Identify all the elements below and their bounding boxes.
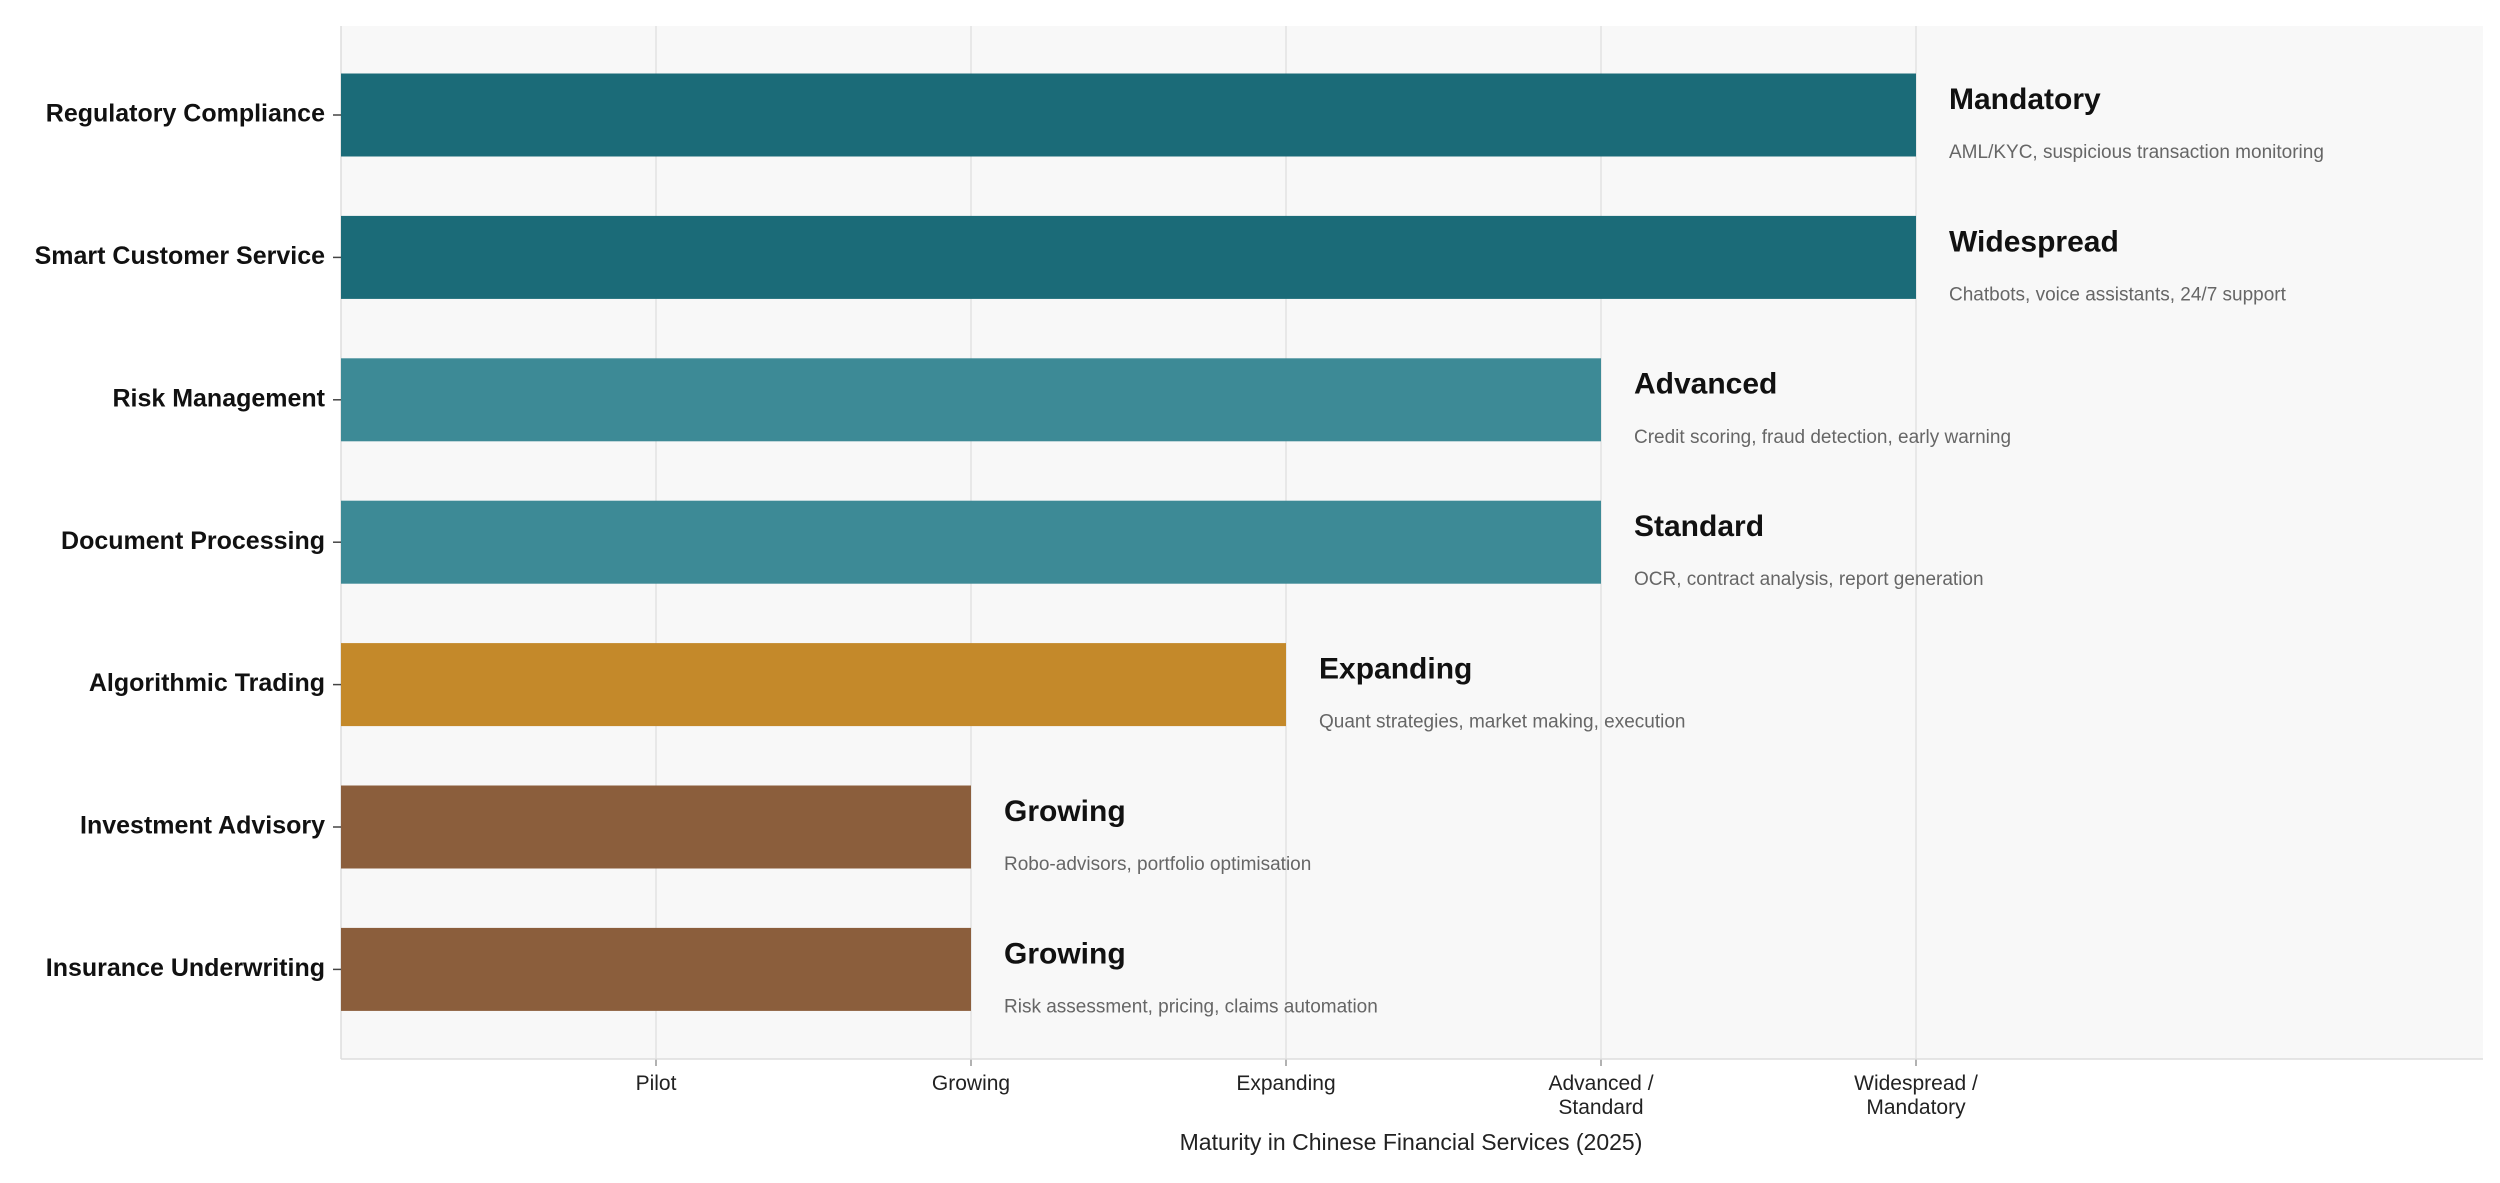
y-tick-label: Investment Advisory	[80, 812, 325, 840]
x-tick-label: Pilot	[635, 1072, 677, 1095]
x-tick-label: Widespread / Mandatory	[1854, 1072, 1978, 1119]
y-tick-label: Document Processing	[61, 527, 325, 555]
value-label: Advanced	[1634, 368, 1777, 401]
bar-description: AML/KYC, suspicious transaction monitori…	[1949, 142, 2324, 163]
x-axis-title: Maturity in Chinese Financial Services (…	[1179, 1129, 1643, 1155]
value-label: Mandatory	[1949, 83, 2101, 116]
x-tick-label: Growing	[931, 1072, 1011, 1095]
value-label: Expanding	[1319, 653, 1472, 686]
bar-description: Chatbots, voice assistants, 24/7 support	[1949, 284, 2287, 305]
bar	[341, 643, 1286, 727]
bar	[341, 500, 1601, 584]
bar	[341, 358, 1601, 442]
x-tick-label: Expanding	[1236, 1072, 1336, 1095]
bar	[341, 215, 1916, 299]
y-tick-label: Smart Customer Service	[35, 242, 326, 270]
x-tick-label: Advanced / Standard	[1548, 1072, 1654, 1119]
bar-description: OCR, contract analysis, report generatio…	[1634, 569, 1984, 590]
y-tick-label: Regulatory Compliance	[46, 100, 325, 128]
y-tick-label: Risk Management	[112, 384, 325, 412]
bar	[341, 73, 1916, 157]
bar-description: Risk assessment, pricing, claims automat…	[1004, 996, 1378, 1017]
bar-description: Quant strategies, market making, executi…	[1319, 712, 1685, 733]
bar-description: Credit scoring, fraud detection, early w…	[1634, 427, 2011, 448]
y-tick-label: Insurance Underwriting	[46, 954, 325, 982]
bar	[341, 785, 971, 869]
y-tick-label: Algorithmic Trading	[89, 669, 325, 697]
value-label: Growing	[1004, 937, 1126, 970]
bar	[341, 927, 971, 1011]
value-label: Widespread	[1949, 225, 2119, 258]
value-label: Growing	[1004, 795, 1126, 828]
value-label: Standard	[1634, 510, 1764, 543]
bar-description: Robo-advisors, portfolio optimisation	[1004, 854, 1311, 875]
